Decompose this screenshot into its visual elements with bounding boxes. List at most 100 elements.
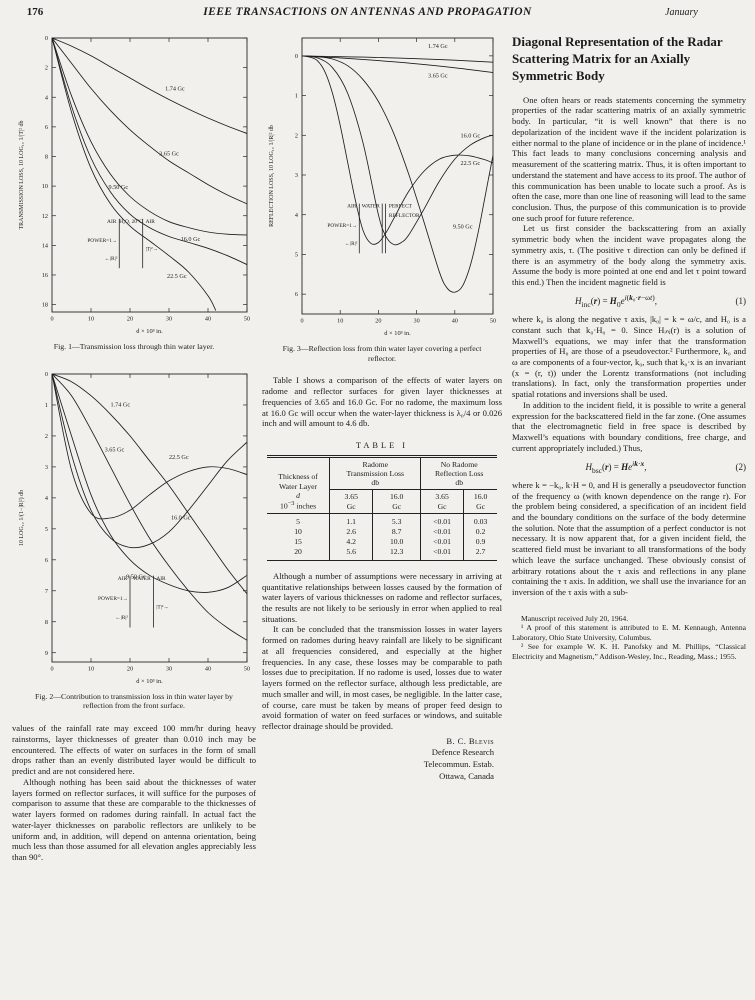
col-header-no-radome-loss: No Radome Reflection Loss db bbox=[420, 456, 498, 491]
svg-text:REFLECTOR: REFLECTOR bbox=[389, 213, 420, 219]
svg-text:22.5 Gc: 22.5 Gc bbox=[167, 273, 187, 280]
svg-text:10 LOG₁₀ 1/(1−|R|²) db: 10 LOG₁₀ 1/(1−|R|²) db bbox=[18, 490, 25, 546]
issue-month: January bbox=[665, 7, 698, 18]
equation-body: Hinc(r) = H0ei(k₀·r−ωt), bbox=[575, 292, 657, 309]
svg-text:0: 0 bbox=[45, 371, 48, 378]
author-location: Ottawa, Canada bbox=[439, 770, 494, 781]
svg-text:4: 4 bbox=[45, 94, 48, 101]
svg-text:H₂O, 20°C: H₂O, 20°C bbox=[119, 218, 143, 225]
svg-text:30: 30 bbox=[166, 665, 172, 672]
figure-2: 0 10 20 30 40 50 0 1 2 3 4 5 6 7 8 9 1.74 Gc 3.65 Gc 22.5 … bbox=[12, 364, 256, 711]
svg-text:0: 0 bbox=[300, 318, 303, 325]
svg-text:REFLECTION LOSS, 10 LOG₁₀ 1/|R: REFLECTION LOSS, 10 LOG₁₀ 1/|R|² db bbox=[269, 125, 275, 227]
equation-number: (1) bbox=[735, 295, 747, 306]
paragraph: values of the rainfall rate may exceed 1… bbox=[12, 723, 256, 777]
table-cell: 4.2 bbox=[329, 536, 373, 547]
svg-text:2: 2 bbox=[45, 65, 48, 72]
table-cell: 15 bbox=[294, 536, 302, 546]
svg-text:3: 3 bbox=[295, 172, 298, 179]
svg-text:WATER: WATER bbox=[133, 576, 151, 582]
svg-text:50: 50 bbox=[244, 316, 250, 323]
svg-text:0: 0 bbox=[45, 35, 48, 42]
table-cell: 1.1 bbox=[329, 513, 373, 527]
svg-text:0: 0 bbox=[50, 665, 53, 672]
fig2-line-chart: 0 10 20 30 40 50 0 1 2 3 4 5 6 7 8 9 1.74 Gc 3.65 Gc 22.5 … bbox=[18, 371, 250, 685]
fig1-line-chart: 0 10 20 30 40 50 0 2 4 6 8 10 12 14 16 18 1.74 Gc 3.65 Gc… bbox=[19, 35, 250, 335]
svg-text:TRANSMISSION LOSS, 10 LOG₁₀ 1/: TRANSMISSION LOSS, 10 LOG₁₀ 1/|T|² db bbox=[19, 120, 25, 229]
journal-title: IEEE TRANSACTIONS ON ANTENNAS AND PROPAG… bbox=[203, 6, 532, 18]
svg-text:5: 5 bbox=[295, 252, 298, 259]
svg-text:16.0 Gc: 16.0 Gc bbox=[461, 132, 481, 139]
table-cell: <0.01 bbox=[420, 536, 464, 547]
svg-text:30: 30 bbox=[166, 316, 172, 323]
footnotes: Manuscript received July 20, 1964. ¹ A p… bbox=[512, 614, 746, 661]
svg-text:9.50 Gc: 9.50 Gc bbox=[109, 184, 129, 191]
paragraph: where k₀ is along the negative τ axis, |… bbox=[512, 314, 746, 400]
table-cell: 20 bbox=[294, 546, 302, 556]
table-row: 10 2.6 8.7 <0.01 0.2 bbox=[267, 526, 498, 537]
footnote: ¹ A proof of this statement is attribute… bbox=[512, 623, 746, 642]
paragraph: One often hears or reads statements conc… bbox=[512, 94, 746, 223]
middle-column: 0 10 20 30 40 50 0 1 2 3 4 5 6 1.74 Gc 3.65 Gc 22.5 Gc 1… bbox=[262, 28, 502, 782]
svg-text:40: 40 bbox=[205, 316, 211, 323]
author-affiliation: Telecommun. Estab. bbox=[423, 759, 494, 770]
svg-text:PERFECT: PERFECT bbox=[389, 204, 413, 210]
right-column: Diagonal Representation of the Radar Sca… bbox=[512, 34, 746, 661]
svg-text:6: 6 bbox=[45, 124, 48, 131]
svg-text:←|R|²: ←|R|² bbox=[105, 256, 118, 262]
svg-text:4: 4 bbox=[295, 212, 298, 219]
svg-text:16.0 Gc: 16.0 Gc bbox=[181, 236, 201, 243]
svg-text:0: 0 bbox=[295, 53, 298, 60]
table-1: Thickness of Water Layer d 10−3 inches Rado… bbox=[266, 454, 498, 561]
fig1-caption: Fig. 1—Transmission loss through thin wa… bbox=[53, 342, 215, 351]
figure-1: 0 10 20 30 40 50 0 2 4 6 8 10 12 14 16 18 1.74 Gc 3.65 Gc… bbox=[12, 28, 256, 352]
table-cell: 12.3 bbox=[372, 546, 421, 561]
svg-text:3.65 Gc: 3.65 Gc bbox=[428, 73, 448, 80]
table-body: 5 1.1 5.3 <0.01 0.03 10 2.6 8.7 <0.01 0.2 15 4.2 10.… bbox=[267, 513, 498, 561]
svg-text:1.74 Gc: 1.74 Gc bbox=[111, 401, 131, 408]
table-cell: 0.2 bbox=[462, 526, 498, 537]
svg-text:2: 2 bbox=[295, 132, 298, 139]
svg-text:30: 30 bbox=[414, 318, 420, 325]
table-cell: <0.01 bbox=[420, 513, 464, 527]
fig2-caption: Fig. 2—Contribution to transmission loss… bbox=[35, 691, 233, 711]
svg-text:|T|²→: |T|²→ bbox=[146, 246, 158, 252]
equation-body: Hbsc(r) = Heik·x, bbox=[585, 458, 647, 475]
footnote: Manuscript received July 20, 1964. bbox=[521, 613, 629, 623]
svg-text:3: 3 bbox=[45, 464, 48, 471]
table-cell: 10 bbox=[294, 526, 302, 536]
svg-text:1: 1 bbox=[45, 402, 48, 409]
table-cell: 0.9 bbox=[462, 536, 498, 547]
subcol-header: 16.0 Gc bbox=[462, 489, 498, 514]
svg-text:1.74 Gc: 1.74 Gc bbox=[165, 86, 185, 93]
svg-text:20: 20 bbox=[127, 316, 133, 323]
svg-text:10: 10 bbox=[88, 316, 94, 323]
svg-text:40: 40 bbox=[452, 318, 458, 325]
svg-text:5: 5 bbox=[45, 526, 48, 533]
svg-text:3.65 Gc: 3.65 Gc bbox=[105, 446, 125, 453]
svg-text:14: 14 bbox=[42, 242, 48, 249]
page-header: 176 IEEE TRANSACTIONS ON ANTENNAS AND PR… bbox=[0, 6, 755, 18]
svg-text:9.50 Gc: 9.50 Gc bbox=[126, 573, 146, 580]
equation-2: Hbsc(r) = Heik·x, (2) bbox=[512, 459, 746, 475]
svg-text:7: 7 bbox=[45, 588, 48, 595]
table-cell: 2.6 bbox=[329, 526, 373, 537]
svg-text:4: 4 bbox=[45, 495, 48, 502]
svg-text:50: 50 bbox=[490, 318, 496, 325]
page-number: 176 bbox=[26, 6, 44, 18]
subcol-header: 3.65 Gc bbox=[329, 489, 373, 514]
paragraph: Table I shows a comparison of the effect… bbox=[262, 375, 502, 429]
svg-text:8: 8 bbox=[45, 619, 48, 626]
table-header: Thickness of Water Layer d 10−3 inches Rado… bbox=[266, 456, 498, 514]
svg-text:←|R|²: ←|R|² bbox=[115, 615, 128, 621]
svg-text:20: 20 bbox=[375, 318, 381, 325]
svg-text:AIR: AIR bbox=[107, 219, 117, 225]
table-row: 20 5.6 12.3 <0.01 2.7 bbox=[267, 546, 498, 561]
paragraph: Although nothing has been said about the… bbox=[12, 776, 256, 863]
left-column: 0 10 20 30 40 50 0 2 4 6 8 10 12 14 16 18 1.74 Gc 3.65 Gc… bbox=[12, 28, 256, 863]
svg-text:12: 12 bbox=[42, 213, 48, 220]
svg-text:d × 10³ in.: d × 10³ in. bbox=[136, 678, 163, 685]
col-header-radome-loss: Radome Transmission Loss db bbox=[329, 456, 421, 491]
svg-text:18: 18 bbox=[42, 302, 48, 309]
